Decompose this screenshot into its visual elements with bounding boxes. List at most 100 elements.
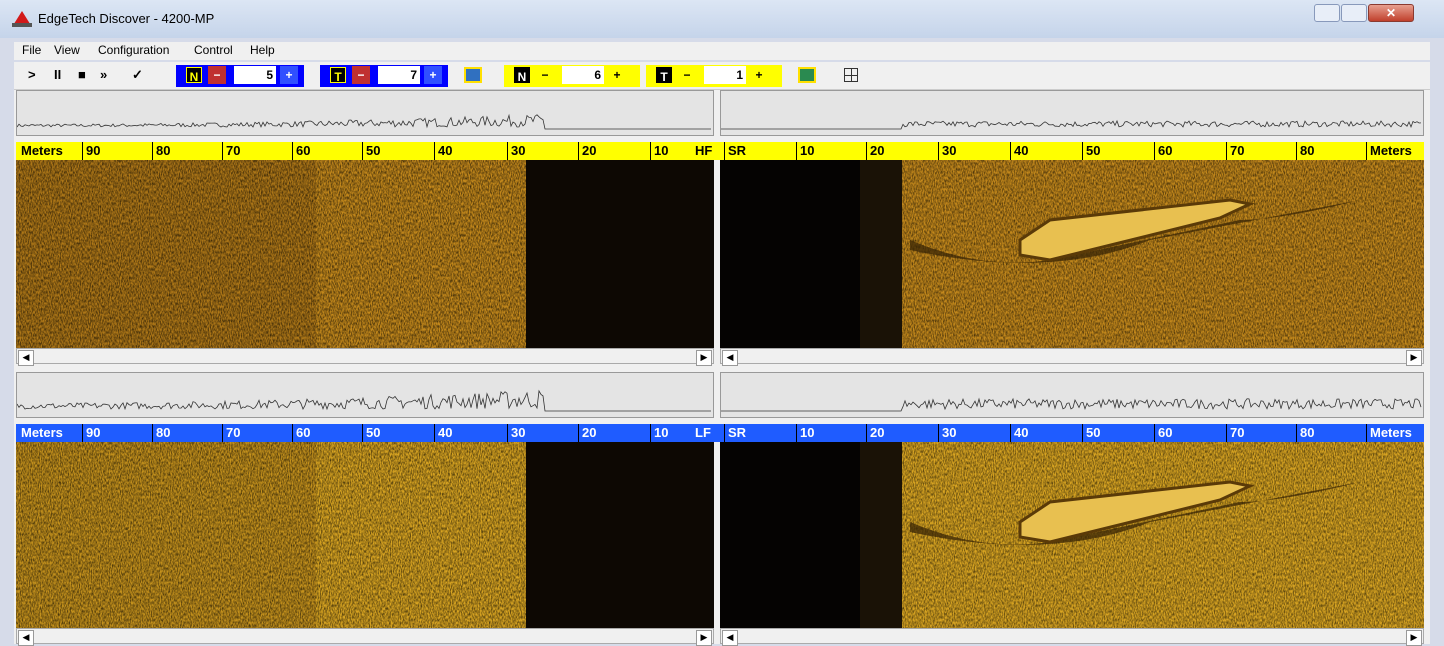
sonar-texture bbox=[720, 160, 1424, 348]
plus-button[interactable]: + bbox=[280, 66, 298, 84]
scale-label: Meters bbox=[18, 142, 63, 160]
waveform bbox=[16, 90, 714, 136]
plus-button[interactable]: + bbox=[424, 66, 442, 84]
scroll-right[interactable]: ▶ bbox=[1406, 350, 1422, 366]
scale-label: 20 bbox=[866, 142, 884, 160]
window-title: EdgeTech Discover - 4200-MP bbox=[38, 11, 214, 26]
scale-label: 30 bbox=[938, 142, 956, 160]
scale-label: 30 bbox=[938, 424, 956, 442]
menu-item[interactable]: Control bbox=[194, 43, 233, 57]
sonar-image bbox=[16, 442, 714, 628]
value-field[interactable]: 5 bbox=[234, 66, 276, 84]
scale-label: Meters bbox=[1366, 142, 1412, 160]
scale-label: 40 bbox=[434, 142, 452, 160]
sonar-image bbox=[720, 160, 1424, 348]
scale-label: 80 bbox=[1296, 142, 1314, 160]
scale-label: 40 bbox=[1010, 142, 1028, 160]
scale-label: 10 bbox=[796, 142, 814, 160]
waveform-trace bbox=[721, 91, 1423, 135]
transport-button[interactable]: ✓ bbox=[132, 67, 143, 83]
app-window: EdgeTech Discover - 4200-MP ✕ File View Co… bbox=[0, 0, 1444, 644]
scale-label: 60 bbox=[292, 142, 310, 160]
scale-label: 10 bbox=[650, 142, 668, 160]
scale-label: 50 bbox=[362, 424, 380, 442]
scale-label: 40 bbox=[434, 424, 452, 442]
horizontal-scrollbar[interactable]: ◀▶ bbox=[720, 348, 1424, 364]
transport-button[interactable]: ■ bbox=[78, 67, 86, 82]
waveform bbox=[16, 372, 714, 418]
minus-button[interactable]: − bbox=[536, 66, 554, 84]
group-label: N bbox=[186, 67, 202, 83]
group-label: N bbox=[514, 67, 530, 83]
scroll-right[interactable]: ▶ bbox=[696, 350, 712, 366]
minus-button[interactable]: − bbox=[678, 66, 696, 84]
grid-button[interactable] bbox=[844, 68, 858, 82]
scale-label: 40 bbox=[1010, 424, 1028, 442]
transport-button[interactable]: II bbox=[54, 67, 61, 82]
scale-label: 70 bbox=[222, 424, 240, 442]
menu-item[interactable]: Help bbox=[250, 43, 275, 57]
plus-button[interactable]: + bbox=[750, 66, 768, 84]
minus-button[interactable]: − bbox=[352, 66, 370, 84]
group-label: T bbox=[330, 67, 346, 83]
display-button[interactable] bbox=[464, 67, 482, 83]
waveform-trace bbox=[17, 373, 713, 417]
toolbar: >II■»✓N−5+T−7+N−6+T−1+ bbox=[14, 62, 1430, 90]
menu-item[interactable]: File bbox=[22, 43, 41, 57]
scale-label: 60 bbox=[292, 424, 310, 442]
minus-button[interactable]: − bbox=[208, 66, 226, 84]
scale-label: 50 bbox=[1082, 142, 1100, 160]
value-field[interactable]: 6 bbox=[562, 66, 604, 84]
scale-label: 90 bbox=[82, 424, 100, 442]
scale-label: LF bbox=[692, 424, 711, 442]
waveform bbox=[720, 90, 1424, 136]
value-field[interactable]: 1 bbox=[704, 66, 746, 84]
menu-item[interactable]: View bbox=[54, 43, 80, 57]
scroll-left[interactable]: ◀ bbox=[18, 350, 34, 366]
scale-label: 30 bbox=[507, 424, 525, 442]
horizontal-scrollbar[interactable]: ◀▶ bbox=[16, 348, 714, 364]
scale-label: 50 bbox=[1082, 424, 1100, 442]
scale-label: 60 bbox=[1154, 142, 1172, 160]
group-label: T bbox=[656, 67, 672, 83]
scale-label: Meters bbox=[18, 424, 63, 442]
transport-button[interactable]: > bbox=[28, 67, 36, 82]
scale-label: 50 bbox=[362, 142, 380, 160]
sonar-texture bbox=[16, 160, 714, 348]
scale-label: 70 bbox=[222, 142, 240, 160]
scale-label: 80 bbox=[1296, 424, 1314, 442]
scale-label: 20 bbox=[578, 142, 596, 160]
horizontal-scrollbar[interactable]: ◀▶ bbox=[720, 628, 1424, 644]
scale-label: 90 bbox=[82, 142, 100, 160]
title-bar: EdgeTech Discover - 4200-MP ✕ bbox=[0, 0, 1444, 38]
menu-item[interactable]: Configuration bbox=[98, 43, 169, 57]
minimize-button[interactable] bbox=[1314, 4, 1340, 22]
scale-label: 30 bbox=[507, 142, 525, 160]
scroll-left[interactable]: ◀ bbox=[722, 350, 738, 366]
scale-label: SR bbox=[724, 142, 746, 160]
waveform bbox=[720, 372, 1424, 418]
plus-button[interactable]: + bbox=[608, 66, 626, 84]
horizontal-scrollbar[interactable]: ◀▶ bbox=[16, 628, 714, 644]
maximize-button[interactable] bbox=[1341, 4, 1367, 22]
sonar-texture bbox=[16, 442, 714, 628]
sonar-image bbox=[16, 160, 714, 348]
value-field[interactable]: 7 bbox=[378, 66, 420, 84]
scale-label: 70 bbox=[1226, 142, 1244, 160]
waveform-trace bbox=[721, 373, 1423, 417]
display-button[interactable] bbox=[798, 67, 816, 83]
close-button[interactable]: ✕ bbox=[1368, 4, 1414, 22]
scale-label: SR bbox=[724, 424, 746, 442]
scale-label: Meters bbox=[1366, 424, 1412, 442]
scale-label: 80 bbox=[152, 142, 170, 160]
scale-label: 60 bbox=[1154, 424, 1172, 442]
transport-button[interactable]: » bbox=[100, 67, 107, 82]
scale-label: 80 bbox=[152, 424, 170, 442]
menu-bar: File View Configuration Control Help bbox=[14, 42, 1430, 60]
scale-label: 70 bbox=[1226, 424, 1244, 442]
scale-label: 20 bbox=[578, 424, 596, 442]
sonar-image bbox=[720, 442, 1424, 628]
